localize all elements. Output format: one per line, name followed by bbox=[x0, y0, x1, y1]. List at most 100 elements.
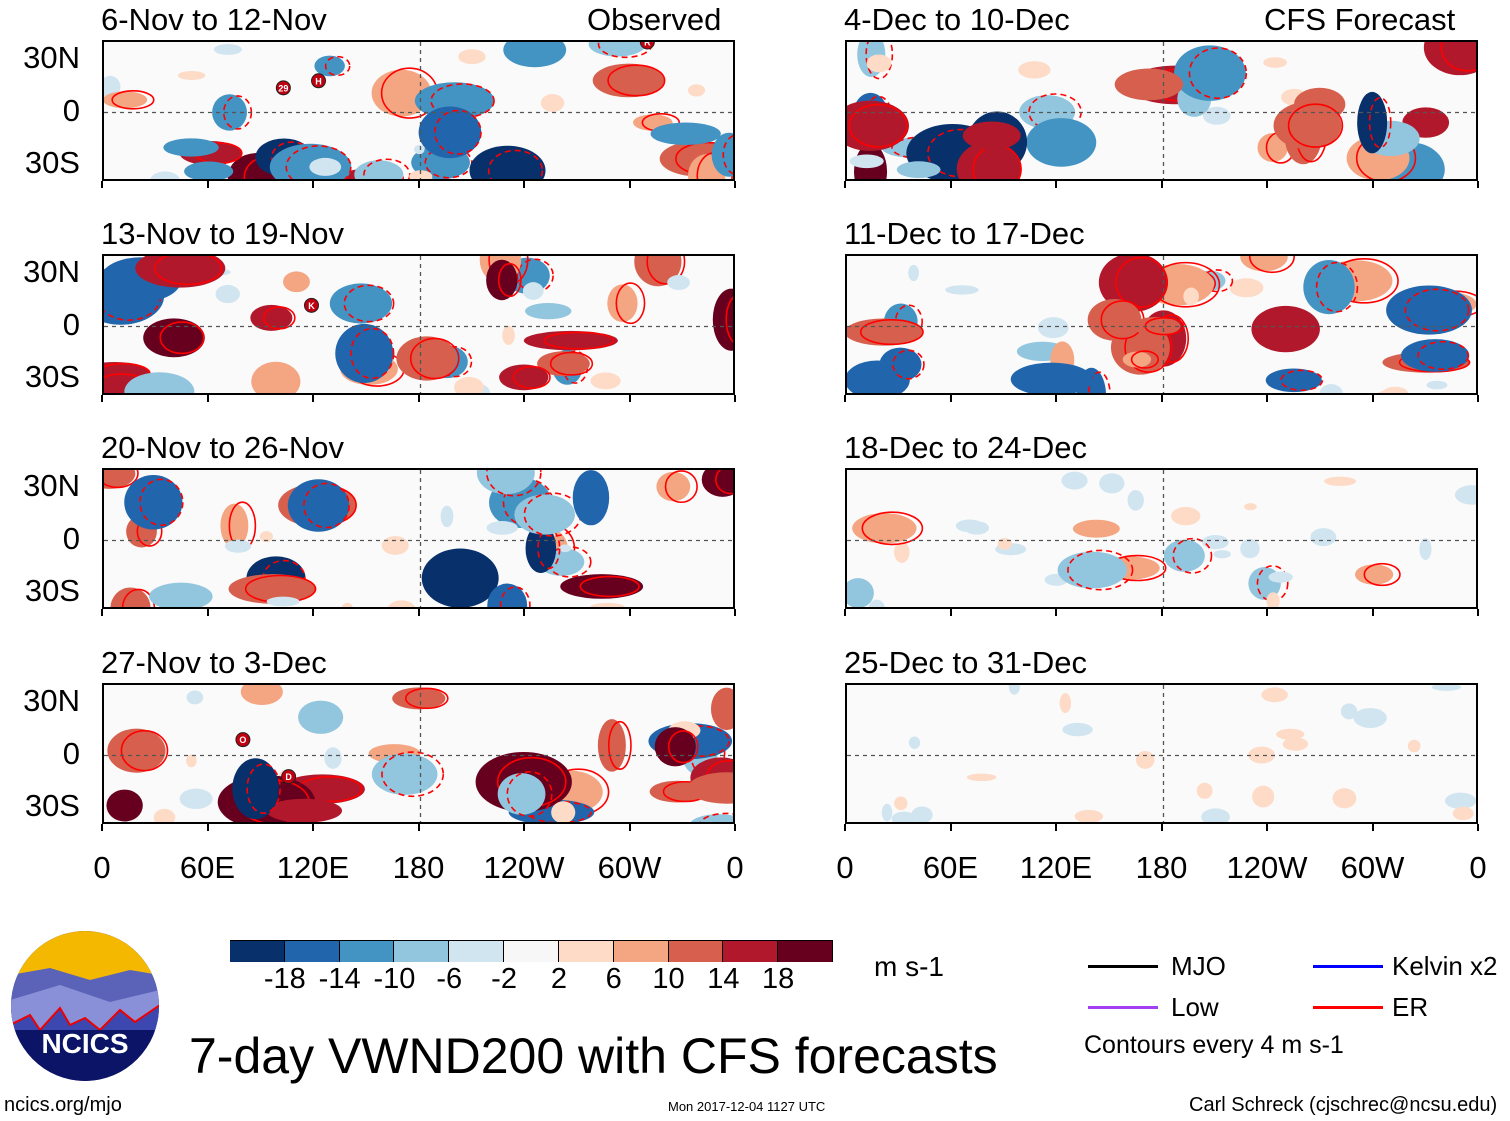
wind-anomaly-shading bbox=[558, 544, 572, 553]
wind-anomaly-shading bbox=[590, 602, 625, 607]
lon-tick bbox=[949, 609, 952, 616]
wind-anomaly-shading bbox=[1240, 538, 1260, 559]
wind-anomaly-shading bbox=[710, 687, 733, 731]
panel-title: 11-Dec to 17-Dec bbox=[844, 216, 1085, 251]
lon-tick bbox=[1266, 395, 1268, 402]
lon-label: 0 bbox=[726, 850, 744, 885]
er-contour bbox=[1172, 537, 1213, 574]
lon-label: 0 bbox=[836, 850, 854, 885]
colorbar bbox=[230, 940, 833, 962]
er-contour bbox=[1417, 340, 1470, 371]
lon-tick bbox=[312, 395, 314, 402]
er-contour bbox=[120, 729, 169, 772]
wind-anomaly-shading bbox=[522, 282, 544, 300]
wind-anomaly-shading bbox=[1122, 351, 1152, 368]
wind-anomaly-shading bbox=[1444, 792, 1476, 810]
lon-label: 60E bbox=[922, 850, 979, 885]
colorbar-label: 2 bbox=[550, 963, 567, 995]
lon-tick bbox=[1055, 609, 1057, 616]
wind-anomaly-shading bbox=[701, 470, 733, 497]
wind-anomaly-shading bbox=[220, 503, 249, 548]
timestamp: Mon 2017-12-04 1127 UTC bbox=[668, 1099, 826, 1114]
lon-tick bbox=[417, 395, 420, 402]
er-contour bbox=[516, 258, 554, 293]
wind-anomaly-shading bbox=[283, 271, 310, 293]
lon-tick bbox=[523, 609, 525, 616]
panel-title: 4-Dec to 10-Dec bbox=[844, 2, 1070, 37]
wind-anomaly-shading bbox=[421, 548, 499, 607]
wind-anomaly-shading bbox=[1303, 259, 1355, 315]
logo-text: NCICS bbox=[41, 1028, 128, 1059]
figure-title: 7-day VWND200 with CFS forecasts bbox=[189, 1028, 998, 1084]
wind-anomaly-shading bbox=[1401, 339, 1470, 372]
wind-anomaly-shading bbox=[551, 801, 576, 822]
lon-label: 120W bbox=[483, 850, 565, 885]
er-contour bbox=[1404, 288, 1470, 332]
colorbar-swatch bbox=[449, 941, 505, 962]
lon-tick bbox=[1477, 395, 1479, 402]
wind-anomaly-shading bbox=[177, 70, 206, 81]
er-contour bbox=[499, 586, 531, 607]
lon-tick bbox=[206, 395, 209, 402]
wind-anomaly-shading bbox=[1010, 362, 1093, 393]
wind-anomaly-shading bbox=[124, 475, 183, 530]
wind-anomaly-shading bbox=[1127, 489, 1144, 511]
wind-anomaly-shading bbox=[104, 91, 148, 109]
er-contour bbox=[1280, 369, 1324, 392]
wind-anomaly-shading bbox=[440, 505, 454, 528]
wind-anomaly-shading bbox=[868, 599, 885, 607]
wind-anomaly-shading bbox=[687, 84, 706, 97]
wind-anomaly-shading bbox=[1355, 564, 1394, 585]
er-contour bbox=[607, 720, 632, 771]
wind-anomaly-shading bbox=[1026, 118, 1097, 167]
wind-anomaly-shading bbox=[1099, 473, 1125, 494]
lon-tick bbox=[734, 181, 736, 188]
er-contour bbox=[350, 327, 395, 380]
wind-anomaly-shading bbox=[1202, 106, 1231, 125]
wind-anomaly-shading bbox=[418, 106, 482, 159]
lat-label: 0 bbox=[62, 93, 80, 128]
er-contour bbox=[646, 256, 686, 285]
lon-tick bbox=[949, 181, 952, 188]
colorbar-swatch bbox=[723, 941, 779, 962]
wind-anomaly-shading bbox=[908, 264, 919, 282]
wind-anomaly-shading bbox=[879, 347, 922, 382]
er-contour bbox=[861, 511, 924, 546]
wind-anomaly-shading bbox=[1263, 57, 1287, 68]
colorbar-swatch bbox=[394, 941, 450, 962]
er-contour bbox=[607, 64, 666, 97]
lon-tick bbox=[1160, 609, 1163, 616]
er-contour bbox=[664, 470, 698, 504]
colorbar-swatch bbox=[339, 941, 395, 962]
wind-anomaly-shading bbox=[866, 54, 892, 73]
wind-anomaly-shading bbox=[1332, 788, 1357, 809]
lat-label: 0 bbox=[62, 521, 80, 556]
wind-anomaly-shading bbox=[667, 274, 690, 291]
colorbar-swatch bbox=[778, 941, 833, 962]
wind-anomaly-shading bbox=[1240, 256, 1288, 272]
wind-anomaly-shading bbox=[224, 539, 252, 553]
website-link[interactable]: ncics.org/mjo bbox=[4, 1094, 122, 1116]
er-contour bbox=[579, 575, 640, 598]
er-contour bbox=[324, 55, 351, 77]
wind-anomaly-shading bbox=[881, 803, 893, 822]
er-contour bbox=[1130, 350, 1160, 369]
er-contour bbox=[715, 470, 733, 495]
wind-anomaly-shading bbox=[896, 161, 941, 178]
wind-anomaly-shading bbox=[966, 773, 997, 782]
wind-anomaly-shading bbox=[1266, 592, 1280, 607]
lon-tick bbox=[1160, 395, 1163, 402]
lon-tick bbox=[1371, 824, 1374, 831]
lon-tick bbox=[1055, 824, 1057, 831]
wind-anomaly-shading bbox=[266, 798, 343, 822]
tropical-cyclone-icon: K bbox=[303, 297, 319, 313]
lat-label: 30N bbox=[23, 40, 80, 75]
wind-anomaly-shading bbox=[150, 171, 180, 179]
wind-anomaly-shading bbox=[251, 361, 301, 393]
tropical-cyclone-icon: D bbox=[281, 769, 297, 785]
wind-anomaly-shading bbox=[1061, 471, 1088, 490]
wind-anomaly-shading bbox=[1377, 390, 1402, 393]
wind-anomaly-shading bbox=[213, 44, 242, 55]
tropical-cyclone-icon: R bbox=[639, 42, 655, 50]
panel-title: 13-Nov to 19-Nov bbox=[101, 216, 344, 251]
